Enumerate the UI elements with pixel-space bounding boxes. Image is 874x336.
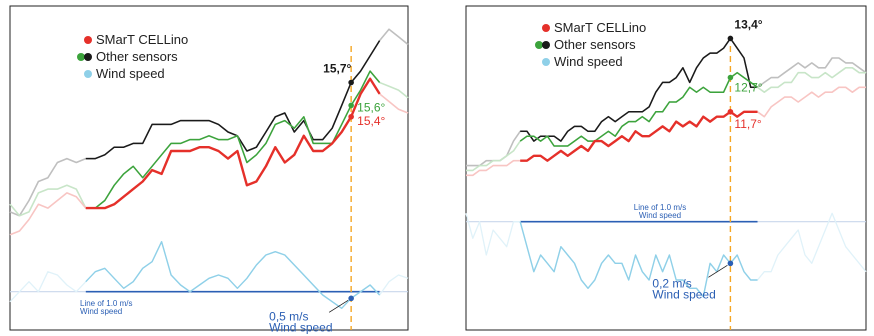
marker-dot [348,113,354,120]
panel-frame [9,5,409,331]
annotation-wind-value-line: 0,2 m/s [652,276,691,290]
legend-other-green-dot [77,53,85,61]
annotation-wind-value-line: Wind speed [269,320,332,334]
annotation-wind-value-line: Wind speed [652,287,715,301]
legend-other-green-dot [535,41,543,49]
legend-wind-label: Wind speed [96,66,165,81]
marker-dot [727,108,734,115]
annotation-black-value: 15,7° [323,62,351,76]
wind-speed-series-line [519,221,758,298]
marker-dot [348,295,354,302]
smart-series-line [520,110,758,162]
panel-frame [465,5,867,331]
legend-smart-dot [542,24,550,32]
marker-dot [348,102,354,109]
annotation-leader-line [328,299,349,313]
marker-dot [727,74,734,81]
legend-smart-label: SMarT CELLino [554,20,646,35]
wind-speed-series-line-faded [9,241,409,309]
legend-smart-label: SMarT CELLino [96,32,188,47]
annotation-wind-value: 0,2 m/s Wind speed [652,276,715,301]
legend-other-black-dot [84,53,92,61]
legend-wind-dot [84,70,92,78]
reference-line-label-line: Wind speed [80,307,122,316]
annotation-wind-value-line: 0,5 m/s [269,309,308,323]
reference-line-label-line: Line of 1.0 m/s [634,203,686,212]
smart-series-line [85,77,381,210]
marker-dot [727,260,734,267]
reference-line-label: Line of 1.0 m/s Wind speed [80,299,132,316]
annotation-green-value: 12,7° [734,81,762,95]
annotation-black-value: 13,4° [734,17,762,31]
annotation-green-value: 15,6° [357,100,385,114]
reference-line-label-line: Line of 1.0 m/s [80,299,132,308]
legend-smart-dot [84,36,92,44]
legend-other-label: Other sensors [96,49,178,64]
legend-other-black-dot [542,41,550,49]
left-chart-panel: Line of 1.0 m/s Wind speed15,7°15,6°15,4°… [9,5,409,334]
right-chart-panel: Line of 1.0 m/s Wind speed13,4°12,7°11,7°… [465,5,867,331]
annotation-wind-value: 0,5 m/s Wind speed [269,309,332,334]
other-black-series-line-faded [466,37,867,167]
reference-line-label-line: Wind speed [639,211,681,220]
annotation-smart-value: 15,4° [357,114,385,128]
legend-other-label: Other sensors [554,37,636,52]
other-black-series-line [85,40,381,160]
annotation-smart-value: 11,7° [734,117,761,131]
smart-series-line-faded [9,77,409,236]
reference-line-label: Line of 1.0 m/s Wind speed [634,203,686,220]
marker-dot [348,79,354,86]
legend-wind-label: Wind speed [554,54,623,69]
other-black-series-line [520,37,758,142]
other-green-series-line [519,71,758,147]
legend-wind-dot [542,58,550,66]
annotation-leader-line [708,264,728,278]
wind-speed-series-line [85,240,381,309]
marker-dot [727,35,734,42]
